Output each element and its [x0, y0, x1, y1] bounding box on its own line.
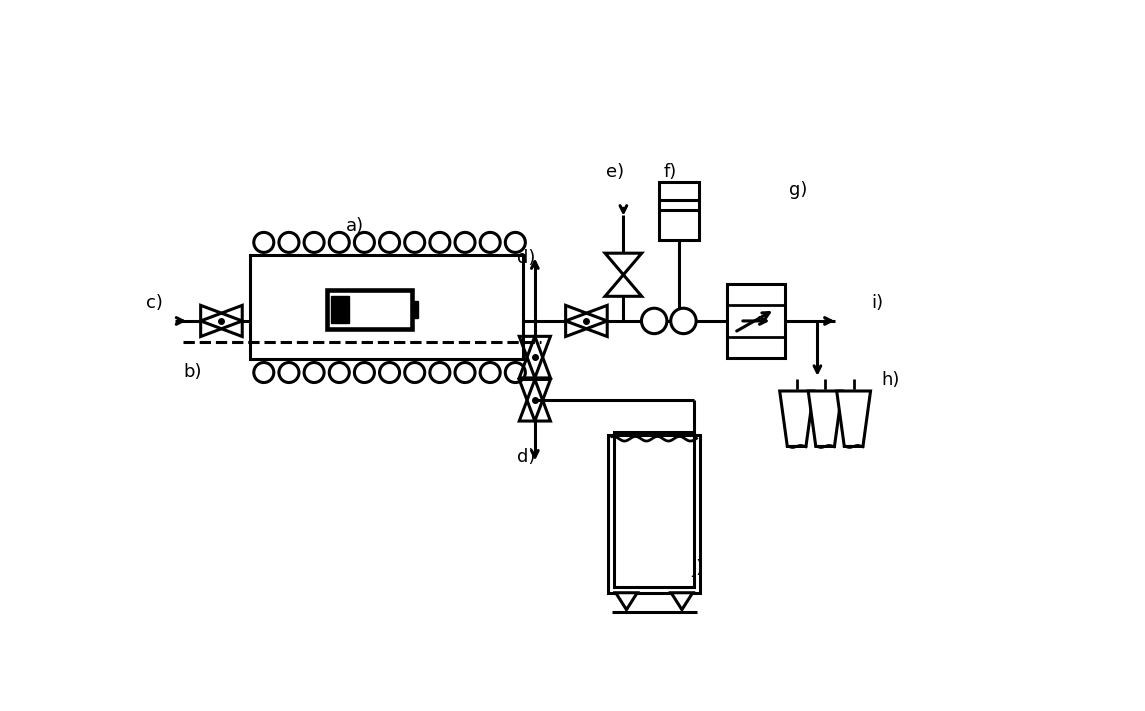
Bar	[250, 255, 523, 360]
Bar	[412, 301, 418, 318]
Bar	[727, 284, 785, 358]
Text: f): f)	[663, 163, 677, 181]
Text: c): c)	[147, 294, 163, 312]
Polygon shape	[616, 593, 638, 610]
Polygon shape	[671, 593, 693, 610]
Text: b): b)	[183, 363, 202, 381]
Bar	[658, 182, 698, 240]
Text: h): h)	[882, 371, 900, 389]
Text: d): d)	[518, 448, 536, 466]
Polygon shape	[808, 391, 842, 447]
Text: j): j)	[692, 559, 703, 577]
Text: e): e)	[607, 163, 624, 181]
Text: a): a)	[346, 217, 364, 235]
Text: d): d)	[518, 249, 536, 267]
Polygon shape	[837, 391, 870, 447]
Circle shape	[671, 309, 696, 333]
Circle shape	[641, 309, 666, 333]
Bar	[331, 296, 349, 324]
Polygon shape	[780, 391, 814, 447]
Bar	[327, 290, 412, 328]
Text: i): i)	[871, 294, 884, 312]
Bar	[614, 432, 694, 587]
Text: g): g)	[789, 181, 807, 199]
Bar	[608, 435, 701, 593]
